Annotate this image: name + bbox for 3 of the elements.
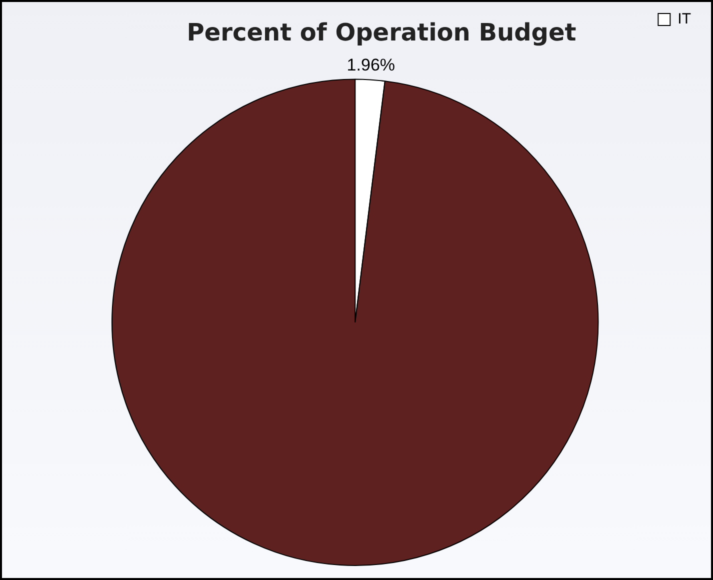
data-label: 1.96% [346, 55, 396, 74]
legend-label: IT [678, 10, 692, 28]
chart-title: Percent of Operation Budget [186, 18, 576, 47]
